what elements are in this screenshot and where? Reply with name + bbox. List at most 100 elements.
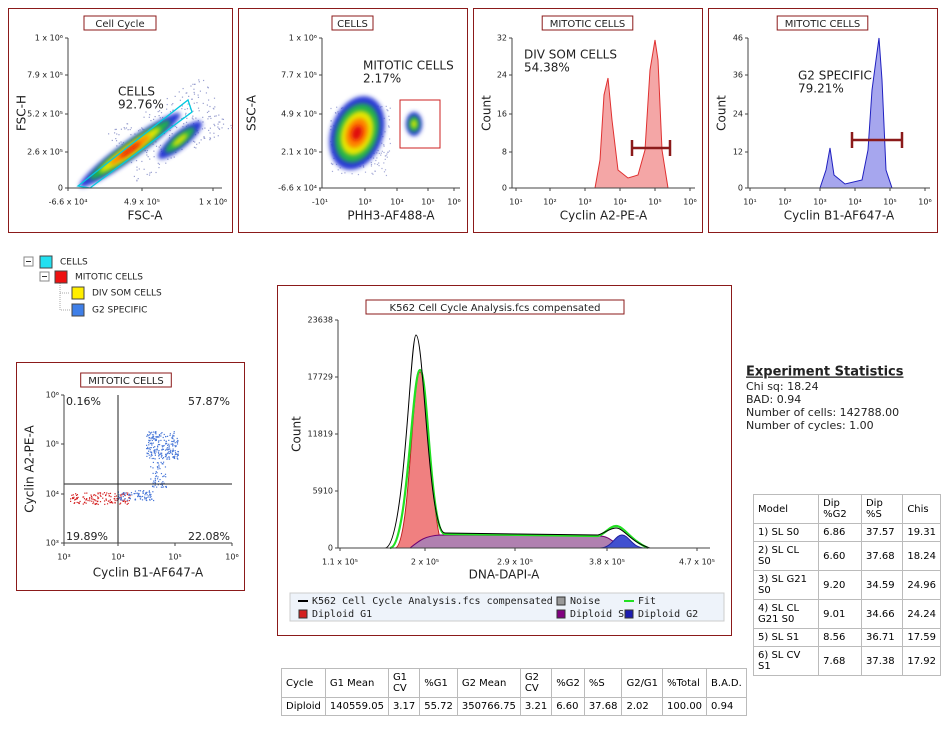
x-axis-label: Cyclin A2-PE-A bbox=[560, 209, 648, 223]
event-dot bbox=[195, 147, 197, 149]
event-dot bbox=[173, 439, 175, 441]
event-dot bbox=[169, 452, 172, 454]
cell: 8.56 bbox=[818, 628, 862, 647]
y-tick-label: 11819 bbox=[308, 430, 333, 439]
gate-name: G2 SPECIFIC bbox=[798, 69, 872, 83]
legend-label: Noise bbox=[570, 596, 600, 607]
event-dot bbox=[208, 110, 210, 112]
event-dot bbox=[218, 121, 220, 123]
event-dot bbox=[123, 126, 125, 129]
event-dot bbox=[194, 83, 196, 86]
event-dot bbox=[108, 500, 110, 502]
event-dot bbox=[213, 136, 215, 138]
event-dot bbox=[192, 110, 194, 112]
event-dot bbox=[126, 493, 129, 496]
event-dot bbox=[217, 126, 219, 128]
x-tick-label: -10¹ bbox=[312, 198, 328, 207]
event-dot bbox=[203, 136, 205, 138]
event-dot bbox=[82, 503, 84, 505]
event-dot bbox=[109, 492, 112, 495]
event-dot bbox=[148, 441, 150, 444]
event-dot bbox=[154, 472, 157, 475]
event-dot bbox=[122, 499, 124, 501]
event-dot bbox=[386, 109, 388, 111]
event-dot bbox=[156, 435, 158, 438]
event-dot bbox=[155, 436, 157, 438]
event-dot bbox=[119, 499, 122, 501]
event-dot bbox=[181, 105, 183, 107]
y-axis-label: Cyclin A2-PE-A bbox=[23, 424, 37, 512]
event-dot bbox=[121, 143, 123, 145]
event-dot bbox=[164, 449, 167, 451]
event-dot bbox=[158, 454, 161, 456]
event-dot bbox=[148, 444, 150, 446]
event-dot bbox=[166, 97, 168, 100]
event-dot bbox=[105, 494, 107, 496]
event-dot bbox=[119, 502, 122, 504]
event-dot bbox=[155, 432, 157, 434]
event-dot bbox=[136, 169, 138, 171]
event-dot bbox=[115, 137, 117, 140]
event-dot bbox=[169, 129, 171, 132]
event-dot bbox=[152, 461, 154, 464]
event-dot bbox=[148, 495, 150, 497]
event-dot bbox=[126, 123, 128, 125]
y-tick-label: 8 bbox=[502, 148, 507, 157]
event-dot bbox=[209, 137, 211, 139]
event-dot bbox=[159, 117, 161, 119]
event-dot bbox=[161, 432, 163, 434]
x-tick-label: 4.9 x 10⁵ bbox=[124, 198, 160, 207]
event-dot bbox=[85, 502, 87, 504]
event-dot bbox=[148, 116, 150, 118]
event-dot bbox=[155, 141, 157, 143]
histogram bbox=[594, 39, 669, 189]
event-dot bbox=[376, 163, 379, 166]
event-dot bbox=[153, 449, 156, 451]
gate-swatch bbox=[71, 303, 85, 317]
event-dot bbox=[161, 452, 163, 454]
event-dot bbox=[146, 494, 148, 496]
gate-name: MITOTIC CELLS bbox=[75, 273, 143, 283]
panel-frame bbox=[277, 285, 732, 636]
tree-lines bbox=[59, 283, 70, 311]
event-dot bbox=[218, 128, 221, 130]
panel-title: CELLS bbox=[337, 19, 368, 30]
y-tick-label: 24 bbox=[497, 71, 507, 80]
header-cell: %S bbox=[583, 668, 623, 698]
event-dot bbox=[152, 442, 154, 444]
event-dot bbox=[202, 121, 204, 123]
event-dot bbox=[138, 490, 140, 492]
event-dot bbox=[158, 163, 161, 165]
event-dot bbox=[158, 443, 161, 446]
event-dot bbox=[153, 480, 155, 482]
y-tick-label: 1 x 10⁶ bbox=[289, 34, 317, 43]
event-dot bbox=[90, 494, 92, 496]
event-dot bbox=[174, 95, 176, 97]
event-dot bbox=[192, 83, 194, 85]
event-dot bbox=[73, 496, 75, 498]
event-dot bbox=[162, 481, 164, 483]
event-dot bbox=[173, 456, 175, 458]
event-dot bbox=[169, 111, 172, 113]
legend-label: Diploid G2 bbox=[638, 609, 698, 620]
event-dot bbox=[160, 452, 162, 454]
event-dot bbox=[185, 112, 187, 114]
event-dot bbox=[168, 450, 170, 453]
event-dot bbox=[200, 139, 202, 141]
cell: 6.60 bbox=[818, 541, 862, 571]
x-tick-label: 10² bbox=[543, 198, 556, 207]
event-dot bbox=[221, 118, 223, 120]
event-dot bbox=[107, 500, 109, 502]
event-dot bbox=[151, 443, 153, 445]
event-dot bbox=[144, 498, 146, 500]
event-dot bbox=[207, 87, 209, 89]
y-tick-label: 46 bbox=[733, 34, 743, 43]
event-dot bbox=[213, 108, 215, 110]
table-row: 1) SL S0 6.86 37.57 19.31 bbox=[752, 523, 941, 542]
event-dot bbox=[172, 109, 174, 111]
event-dot bbox=[186, 117, 188, 119]
event-dot bbox=[210, 117, 212, 120]
event-dot bbox=[164, 473, 167, 475]
event-dot bbox=[103, 492, 106, 494]
event-dot bbox=[157, 445, 159, 447]
